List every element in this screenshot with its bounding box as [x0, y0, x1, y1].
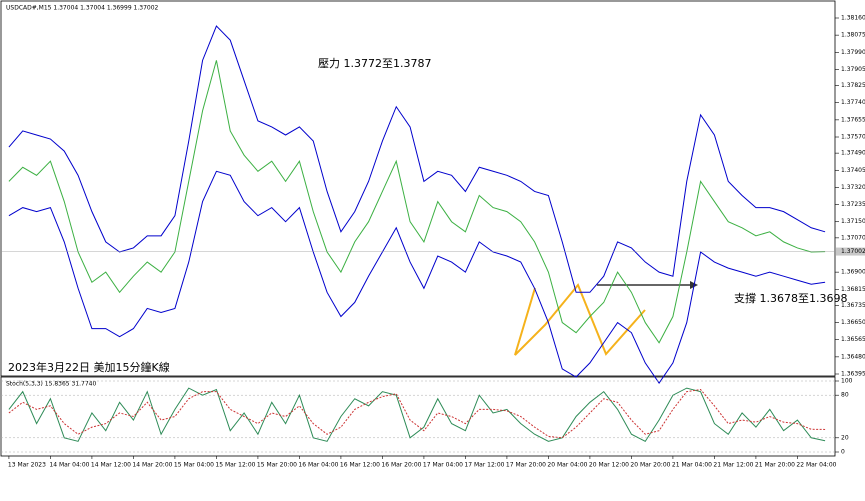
x-tick-label: 17 Mar 12:00 [464, 462, 504, 469]
x-tick-label: 14 Mar 12:00 [91, 462, 131, 469]
support-note: 支撐 1.3678至1.3698 [734, 291, 847, 305]
x-tick-label: 17 Mar 04:00 [423, 462, 463, 469]
y-tick-label: 1.37655 [841, 116, 865, 123]
x-tick-label: 20 Mar 20:00 [630, 462, 670, 469]
y-tick-label: 1.37405 [841, 167, 865, 174]
y-tick-label: 1.38075 [841, 32, 865, 39]
x-tick-label: 21 Mar 04:00 [672, 462, 712, 469]
y-tick-label: 1.37320 [841, 184, 865, 191]
y-tick-label: 1.36565 [841, 336, 865, 343]
y-tick-label: 1.37990 [841, 49, 865, 56]
x-tick-label: 15 Mar 20:00 [257, 462, 297, 469]
y-tick-label: 1.37150 [841, 218, 865, 225]
y-tick-label: 1.37570 [841, 134, 865, 141]
stoch-title: Stoch(5,3,3) 15.8365 31.7740 [6, 381, 97, 388]
last-price-label: 1.37002 [841, 248, 865, 255]
pattern-lines [514, 283, 646, 356]
y-tick-label: 20 [841, 434, 849, 441]
x-tick-label: 16 Mar 04:00 [298, 462, 338, 469]
series-line [8, 60, 826, 344]
y-tick-label: 1.37070 [841, 234, 865, 241]
x-tick-label: 16 Mar 20:00 [381, 462, 421, 469]
y-tick-label: 1.37740 [841, 99, 865, 106]
stoch-panel [0, 376, 836, 457]
x-tick-label: 15 Mar 12:00 [215, 462, 255, 469]
y-tick-label: 1.36735 [841, 302, 865, 309]
x-tick-label: 20 Mar 04:00 [547, 462, 587, 469]
y-tick-label: 1.36900 [841, 269, 865, 276]
x-tick-label: 22 Mar 04:00 [796, 462, 836, 469]
series-line [8, 387, 826, 443]
y-tick-label: 1.38160 [841, 15, 865, 22]
resistance-note: 壓力 1.3772至1.3787 [318, 57, 431, 70]
v-pattern [514, 283, 646, 356]
y-tick-label: 1.36650 [841, 319, 865, 326]
series-line [8, 25, 826, 293]
y-tick-label: 1.37905 [841, 66, 865, 73]
last-price-box [836, 247, 865, 256]
y-tick-label: 1.36480 [841, 353, 865, 360]
y-tick-label: 1.37490 [841, 150, 865, 157]
x-tick-label: 17 Mar 20:00 [506, 462, 546, 469]
x-tick-label: 14 Mar 04:00 [49, 462, 89, 469]
y-tick-label: 1.37825 [841, 82, 865, 89]
y-tick-label: 80 [841, 392, 849, 399]
y-tick-label: 1.37235 [841, 201, 865, 208]
chart-subtitle: 2023年3月22日 美加15分鐘K線 [8, 360, 170, 374]
y-tick-label: 100 [841, 378, 853, 385]
y-tick-label: 0 [841, 449, 845, 456]
y-tick-label: 1.36395 [841, 371, 865, 378]
y-tick-label: 1.36815 [841, 286, 865, 293]
x-tick-label: 21 Mar 20:00 [755, 462, 795, 469]
series-line [8, 170, 826, 384]
x-tick-label: 15 Mar 04:00 [174, 462, 214, 469]
x-tick-label: 13 Mar 2023 [8, 462, 46, 469]
x-tick-label: 14 Mar 20:00 [132, 462, 172, 469]
price-panel [0, 0, 836, 377]
x-tick-label: 20 Mar 12:00 [589, 462, 629, 469]
x-tick-label: 16 Mar 12:00 [340, 462, 380, 469]
series-line [8, 388, 826, 439]
chart-title: USDCAD#,M15 1.37004 1.37004 1.36999 1.37… [6, 5, 159, 12]
x-tick-label: 21 Mar 12:00 [713, 462, 753, 469]
